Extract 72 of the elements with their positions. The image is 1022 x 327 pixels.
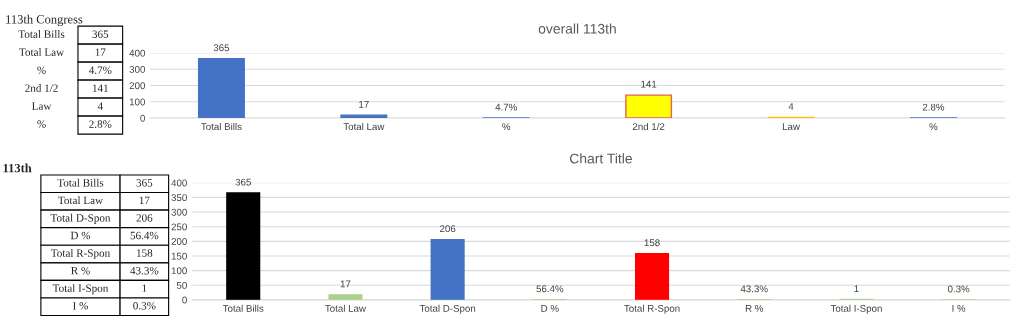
category-label: Total Bills bbox=[57, 178, 104, 187]
category-label: Total Bills bbox=[18, 30, 65, 38]
category-label: Law bbox=[31, 102, 52, 110]
category-label: Total D-Spon bbox=[50, 213, 111, 224]
category-label: R % bbox=[71, 266, 90, 275]
data-label: 365 bbox=[213, 44, 230, 52]
text: 4 bbox=[97, 102, 103, 110]
y-tick-label: 400 bbox=[171, 179, 187, 187]
data-label: 206 bbox=[440, 225, 456, 233]
data-label: 43.3% bbox=[740, 285, 768, 293]
y-tick-label: 200 bbox=[129, 82, 145, 90]
text: 43.3% bbox=[130, 266, 159, 275]
y-tick-label: 200 bbox=[171, 238, 187, 245]
text: 365 bbox=[92, 30, 109, 38]
text: 141 bbox=[92, 84, 108, 92]
x-tick-label: I % bbox=[952, 305, 966, 312]
data-label: 158 bbox=[644, 239, 660, 247]
text: 113th Congress bbox=[6, 14, 83, 27]
x-tick-label: Total Law bbox=[325, 304, 366, 312]
chart-title: Chart Title bbox=[570, 153, 632, 164]
category-label: % bbox=[37, 66, 46, 74]
y-tick-label: 0 bbox=[140, 114, 145, 122]
text: 206 bbox=[136, 214, 153, 222]
data-label: 17 bbox=[340, 280, 351, 288]
data-label: 17 bbox=[359, 101, 369, 108]
y-tick-label: 300 bbox=[171, 208, 187, 216]
y-tick-label: 400 bbox=[129, 49, 145, 57]
text: 365 bbox=[136, 179, 153, 187]
category-label: Total I-Spon bbox=[52, 284, 109, 295]
x-tick-label: % bbox=[929, 123, 938, 131]
data-label: 4.7% bbox=[495, 103, 517, 111]
data-label: 2.8% bbox=[922, 103, 945, 111]
chart-title: overall 113th bbox=[538, 23, 616, 34]
data-label: 365 bbox=[235, 178, 251, 186]
x-tick-label: Total Bills bbox=[222, 304, 264, 312]
y-tick-label: 50 bbox=[176, 281, 187, 289]
data-label: 141 bbox=[641, 80, 657, 88]
x-tick-label: Total Law bbox=[343, 122, 385, 131]
data-label: 56.4% bbox=[536, 285, 564, 293]
text: 4.7% bbox=[88, 66, 112, 74]
data-label: 0.3% bbox=[947, 285, 970, 293]
text: 1 bbox=[142, 284, 147, 292]
category-label: 2nd 1/2 bbox=[25, 84, 58, 92]
x-tick-label: R % bbox=[745, 305, 764, 312]
x-tick-label: Law bbox=[782, 123, 800, 131]
text: 56.4% bbox=[130, 231, 159, 240]
category-label: Total R-Spon bbox=[50, 249, 111, 260]
x-tick-label: Total I-Spon bbox=[830, 304, 882, 314]
x-tick-label: Total Bills bbox=[201, 122, 242, 131]
text: 0.3% bbox=[133, 302, 156, 310]
data-label: 4 bbox=[788, 103, 794, 110]
text: 113th bbox=[3, 163, 32, 173]
x-tick-label: D % bbox=[541, 305, 559, 312]
category-label: Total Law bbox=[19, 48, 65, 56]
category-label: Total Law bbox=[58, 196, 104, 205]
text: 2.8% bbox=[89, 120, 112, 128]
x-tick-label: 2nd 1/2 bbox=[632, 122, 665, 131]
category-label: D % bbox=[70, 231, 91, 240]
y-tick-label: 250 bbox=[171, 223, 187, 231]
y-tick-label: 300 bbox=[129, 65, 145, 73]
y-tick-label: 150 bbox=[171, 252, 187, 260]
text: 17 bbox=[95, 48, 106, 56]
x-tick-label: % bbox=[502, 123, 511, 131]
x-tick-label: Total D-Spon bbox=[419, 304, 476, 314]
data-label: 1 bbox=[854, 285, 859, 292]
y-tick-label: 100 bbox=[171, 267, 187, 275]
text: 17 bbox=[139, 196, 150, 204]
x-tick-label: Total R-Spon bbox=[624, 304, 680, 314]
y-tick-label: 100 bbox=[129, 98, 145, 106]
y-tick-label: 0 bbox=[182, 296, 187, 304]
text: 158 bbox=[137, 249, 153, 257]
y-tick-label: 350 bbox=[171, 194, 187, 202]
